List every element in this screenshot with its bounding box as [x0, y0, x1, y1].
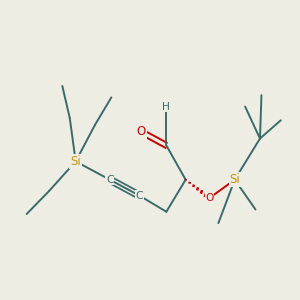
Text: C: C: [136, 191, 143, 201]
Text: H: H: [162, 102, 170, 112]
Text: O: O: [205, 193, 214, 203]
Text: Si: Si: [229, 173, 240, 186]
Text: O: O: [136, 125, 146, 138]
Text: C: C: [106, 175, 114, 185]
Text: Si: Si: [70, 155, 81, 168]
